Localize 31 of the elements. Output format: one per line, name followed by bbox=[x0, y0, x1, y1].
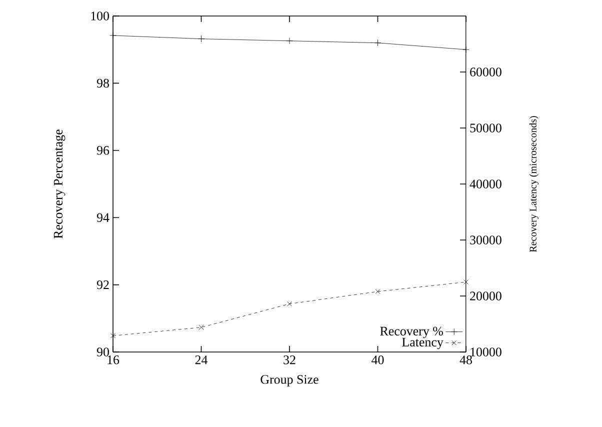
x-tick-label: 40 bbox=[372, 356, 384, 364]
point bbox=[462, 46, 470, 53]
y2-tick-label: 60000 bbox=[470, 68, 502, 76]
y2-axis-title: Recovery Latency (microseconds) bbox=[529, 116, 538, 252]
point bbox=[287, 301, 292, 306]
y-tick-label: 94 bbox=[96, 213, 110, 222]
x-axis-title: Group Size bbox=[260, 375, 318, 386]
y-axis-title: Recovery Percentage bbox=[54, 130, 66, 238]
x-tick-label: 48 bbox=[460, 356, 472, 364]
x-tick-label: 24 bbox=[195, 356, 208, 364]
y-tick-label: 100 bbox=[91, 12, 109, 20]
y2-tick-label: 20000 bbox=[470, 292, 502, 300]
point bbox=[198, 324, 204, 330]
point bbox=[374, 39, 382, 46]
x-tick-label: 16 bbox=[108, 356, 120, 364]
x-tick-label: 32 bbox=[284, 356, 296, 364]
legend-label: Latency bbox=[402, 338, 444, 350]
y2-tick-label: 10000 bbox=[470, 348, 502, 356]
legend-label: Recovery % bbox=[380, 326, 443, 338]
point bbox=[198, 35, 205, 42]
y2-tick-label: 30000 bbox=[470, 236, 502, 244]
y-tick-label: 92 bbox=[96, 280, 109, 290]
y-tick-label: 98 bbox=[96, 78, 109, 88]
point bbox=[286, 37, 293, 44]
y2-tick-label: 40000 bbox=[470, 180, 502, 188]
point bbox=[110, 333, 116, 338]
y-tick-label: 96 bbox=[96, 146, 110, 155]
point bbox=[375, 289, 380, 294]
y-tick-label: 90 bbox=[96, 348, 109, 356]
point bbox=[110, 32, 116, 39]
y2-tick-label: 50000 bbox=[470, 124, 502, 132]
